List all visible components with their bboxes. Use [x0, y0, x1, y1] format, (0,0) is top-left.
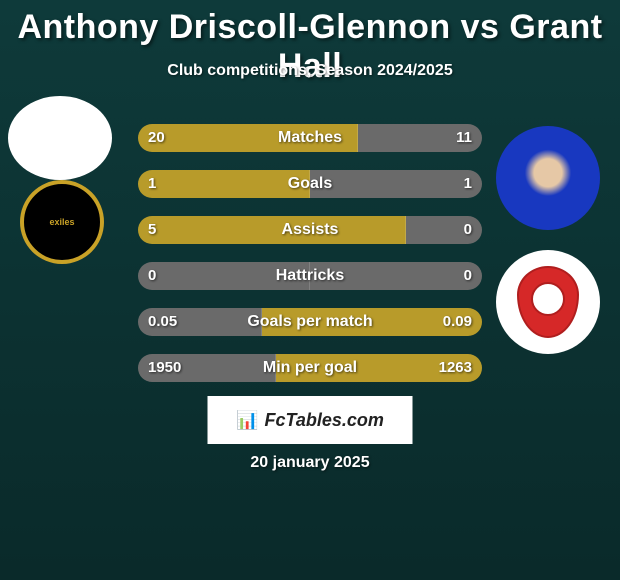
stat-label: Assists	[138, 216, 482, 244]
stat-right-value: 0	[464, 216, 472, 244]
stat-right-value: 0	[464, 262, 472, 290]
stat-row-min-per-goal: 1950 Min per goal 1263	[138, 348, 482, 386]
stat-right-value: 1	[464, 170, 472, 198]
player-right-avatar	[496, 126, 600, 230]
branding-text: FcTables.com	[265, 410, 384, 431]
stat-right-value: 0.09	[443, 308, 472, 336]
stat-label: Matches	[138, 124, 482, 152]
stat-row-hattricks: 0 Hattricks 0	[138, 256, 482, 294]
branding-badge: 📊 FcTables.com	[208, 396, 413, 444]
stat-label: Goals per match	[138, 308, 482, 336]
stat-row-matches: 20 Matches 11	[138, 118, 482, 156]
club-left-badge: exiles	[20, 180, 104, 264]
stat-row-assists: 5 Assists 0	[138, 210, 482, 248]
stat-row-goals-per-match: 0.05 Goals per match 0.09	[138, 302, 482, 340]
stat-label: Min per goal	[138, 354, 482, 382]
stat-right-value: 1263	[439, 354, 472, 382]
stats-block: 20 Matches 11 1 Goals 1 5 Assists 0	[138, 118, 482, 394]
stat-row-goals: 1 Goals 1	[138, 164, 482, 202]
chart-icon: 📊	[236, 410, 258, 431]
stat-label: Goals	[138, 170, 482, 198]
date-text: 20 january 2025	[0, 454, 620, 472]
subtitle: Club competitions, Season 2024/2025	[0, 62, 620, 80]
stat-label: Hattricks	[138, 262, 482, 290]
stat-right-value: 11	[456, 124, 472, 152]
player-left-avatar	[8, 96, 112, 180]
club-right-badge	[496, 250, 600, 354]
